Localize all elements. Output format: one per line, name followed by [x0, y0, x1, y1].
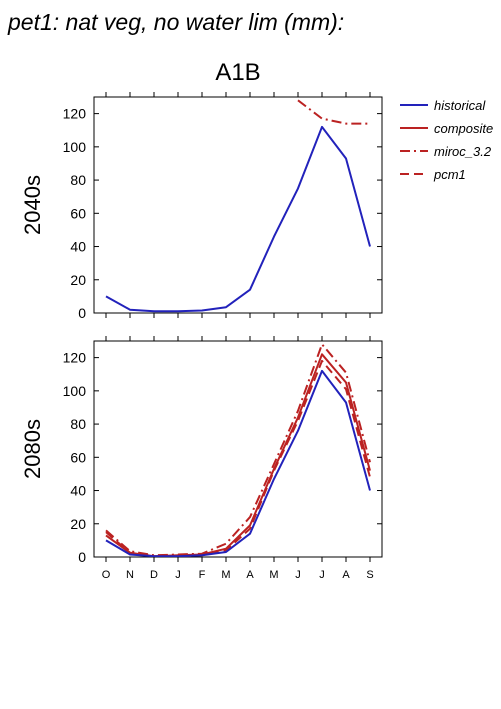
y-tick-label: 20	[70, 516, 86, 532]
x-tick-label: O	[102, 569, 111, 581]
figure-title: pet1: nat veg, no water lim (mm):	[7, 9, 344, 35]
series-line-pcm1	[105, 359, 371, 557]
series-line-miroc-3-2	[297, 99, 370, 125]
x-tick-label: S	[366, 569, 373, 581]
scenario-label: A1B	[215, 59, 260, 86]
x-tick-label: M	[221, 569, 230, 581]
y-tick-label: 20	[70, 272, 86, 288]
series-line-miroc-3-2	[105, 343, 371, 557]
y-tick-label: 60	[70, 449, 86, 465]
plot-frame	[93, 340, 383, 558]
series-line-composite	[105, 353, 371, 557]
y-tick-label: 40	[70, 239, 86, 255]
y-tick-label: 0	[78, 305, 86, 321]
y-tick-label: 120	[63, 350, 87, 366]
y-tick-label: 40	[70, 483, 86, 499]
panel-2040s: 0 20 40 60 80 100 120 2040s	[20, 92, 383, 321]
y-tick-label: 80	[70, 172, 86, 188]
legend-label: miroc_3.2	[434, 144, 492, 159]
y-tick-label: 80	[70, 416, 86, 432]
y-tick-label: 100	[63, 139, 87, 155]
x-tick-label: N	[126, 569, 134, 581]
x-tick-label: A	[246, 569, 254, 581]
legend-label: pcm1	[433, 167, 466, 182]
plot-frame	[93, 96, 383, 314]
x-tick-label: A	[342, 569, 350, 581]
panel-2080s: 0 20 40 60 80 100 120 O N D J F M A M J J A S 2080s	[20, 336, 383, 581]
legend: historical composite miroc_3.2 pcm1	[400, 98, 493, 182]
x-tick-label: F	[199, 569, 206, 581]
y-tick-label: 100	[63, 383, 87, 399]
y-axis-label: 2040s	[20, 175, 45, 235]
x-tick-label: D	[150, 569, 158, 581]
y-tick-label: 60	[70, 205, 86, 221]
y-tick-label: 120	[63, 106, 87, 122]
series-line-historical	[105, 125, 371, 313]
series-line-historical	[105, 369, 371, 557]
x-tick-label: J	[319, 569, 325, 581]
legend-label: composite	[434, 121, 493, 136]
legend-label: historical	[434, 98, 486, 113]
x-tick-label: J	[295, 569, 301, 581]
x-tick-label: M	[269, 569, 278, 581]
y-axis-label: 2080s	[20, 419, 45, 479]
x-tick-label: J	[175, 569, 181, 581]
y-tick-label: 0	[78, 549, 86, 565]
